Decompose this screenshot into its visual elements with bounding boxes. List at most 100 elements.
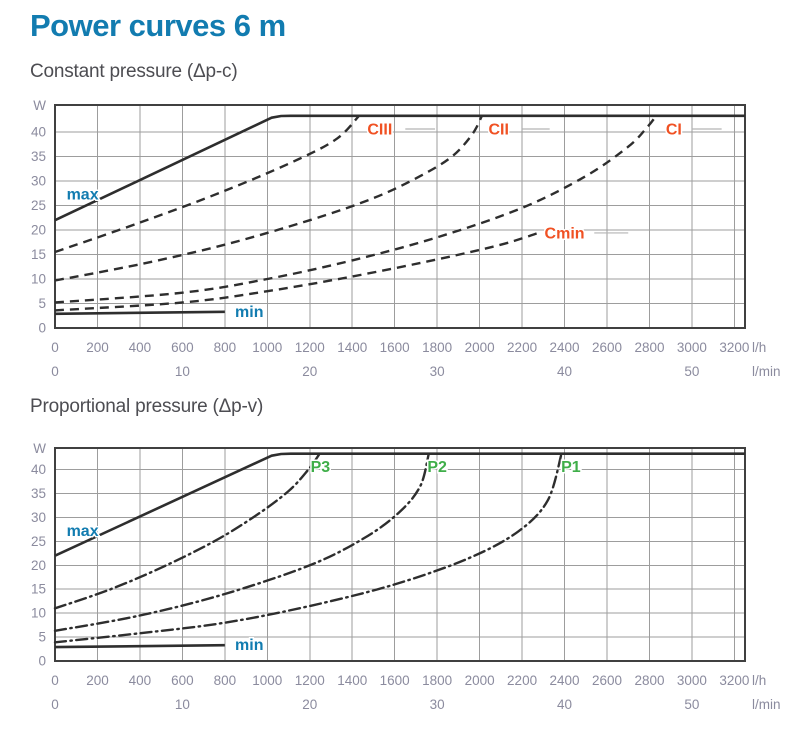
curve-min <box>54 310 225 316</box>
x-tick-label-lh: 600 <box>171 673 194 688</box>
x-tick-label-lmin: 20 <box>302 364 317 379</box>
gridlines <box>54 448 745 662</box>
x-tick-label-lh: 200 <box>86 673 109 688</box>
curve-label-P3: P3 <box>311 459 331 476</box>
chart-subtitle-constant-pressure: Constant pressure (Δp-c) <box>30 61 238 82</box>
y-tick-label: 35 <box>31 486 46 501</box>
x-tick-label-lh: 2800 <box>634 673 664 688</box>
x-tick-label-lh: 2200 <box>507 673 537 688</box>
y-tick-label: 0 <box>38 654 46 669</box>
x-tick-label-lh: 1000 <box>252 673 282 688</box>
x-tick-label-lh: 2600 <box>592 673 622 688</box>
x-tick-label-lh: 1600 <box>380 673 410 688</box>
curve-min <box>54 643 225 649</box>
x-tick-label-lmin: 10 <box>175 364 190 379</box>
y-tick-label: 30 <box>31 173 46 188</box>
y-tick-label: 15 <box>31 582 46 597</box>
plot-frame <box>54 104 746 329</box>
curve-label-P1: P1 <box>561 459 581 476</box>
curve-label-Cmin: Cmin <box>545 225 585 242</box>
curve-max <box>54 114 745 222</box>
y-axis-unit: W <box>33 441 46 456</box>
y-tick-label: 5 <box>38 630 46 645</box>
curve-CIII <box>54 115 360 254</box>
x-axis-unit-lh: l/h <box>752 340 766 355</box>
y-tick-label: 25 <box>31 198 46 213</box>
y-tick-label: 25 <box>31 534 46 549</box>
plot-frame <box>54 447 746 662</box>
x-tick-label-lmin: 0 <box>51 364 59 379</box>
x-tick-label-lh: 2800 <box>634 340 664 355</box>
x-tick-label-lh: 1200 <box>295 673 325 688</box>
x-tick-label-lh: 1400 <box>337 673 367 688</box>
x-tick-label-lmin: 30 <box>430 364 445 379</box>
y-tick-label: 35 <box>31 149 46 164</box>
y-tick-label: 20 <box>31 558 46 573</box>
curve-label-CII: CII <box>488 122 508 139</box>
x-tick-label-lh: 3200 <box>719 673 749 688</box>
x-tick-label-lh: 1000 <box>252 340 282 355</box>
y-axis-unit: W <box>33 98 46 113</box>
x-tick-label-lh: 1600 <box>380 340 410 355</box>
curve-label-max: max <box>67 523 99 540</box>
chart-subtitle-proportional-pressure: Proportional pressure (Δp-v) <box>30 396 264 417</box>
x-tick-label-lmin: 50 <box>684 697 699 712</box>
x-tick-label-lmin: 0 <box>51 697 59 712</box>
curve-P3 <box>53 453 321 610</box>
x-tick-label-lh: 400 <box>129 673 152 688</box>
x-tick-label-lh: 1200 <box>295 340 325 355</box>
x-tick-label-lh: 800 <box>214 340 237 355</box>
x-tick-label-lmin: 10 <box>175 697 190 712</box>
curve-CI <box>54 115 657 304</box>
y-tick-label: 40 <box>31 124 46 139</box>
y-tick-label: 40 <box>31 462 46 477</box>
x-tick-label-lh: 600 <box>171 340 194 355</box>
x-tick-label-lmin: 50 <box>684 364 699 379</box>
x-tick-label-lh: 3200 <box>719 340 749 355</box>
x-tick-label-lh: 1800 <box>422 340 452 355</box>
page-title: Power curves 6 m <box>30 8 286 43</box>
x-axis-unit-lmin: l/min <box>752 364 781 379</box>
curve-label-min: min <box>235 637 263 654</box>
curve-label-CI: CI <box>666 122 682 139</box>
x-tick-label-lh: 2000 <box>465 673 495 688</box>
x-tick-label-lh: 2000 <box>465 340 495 355</box>
x-tick-label-lh: 1400 <box>337 340 367 355</box>
y-tick-label: 15 <box>31 247 46 262</box>
y-tick-label: 10 <box>31 271 46 286</box>
x-tick-label-lmin: 20 <box>302 697 317 712</box>
x-tick-label-lh: 3000 <box>677 340 707 355</box>
y-axis-labels: W 0 5 10 15 20 25 30 35 40 <box>31 98 46 336</box>
x-tick-label-lh: 2600 <box>592 340 622 355</box>
curve-max <box>54 452 745 557</box>
x-tick-label-lh: 0 <box>51 673 59 688</box>
curve-P2 <box>53 453 430 632</box>
curve-Cmin <box>54 232 538 312</box>
y-tick-label: 20 <box>31 222 46 237</box>
curve-label-CIII: CIII <box>367 122 392 139</box>
x-axis-labels: 0 200 400 600 800 1000 1200 1400 1600 1800 2000 220… <box>51 340 780 379</box>
x-tick-label-lmin: 30 <box>430 697 445 712</box>
x-tick-label-lh: 1800 <box>422 673 452 688</box>
x-tick-label-lh: 200 <box>86 340 109 355</box>
x-axis-labels: 0 200 400 600 800 1000 1200 1400 1600 1800 2000 220… <box>51 673 780 712</box>
curve-label-max: max <box>67 187 99 204</box>
x-tick-label-lh: 3000 <box>677 673 707 688</box>
x-tick-label-lh: 2200 <box>507 340 537 355</box>
y-tick-label: 0 <box>38 321 46 336</box>
x-tick-label-lh: 2400 <box>550 673 580 688</box>
curve-P1 <box>53 453 563 644</box>
x-tick-label-lh: 400 <box>129 340 152 355</box>
x-tick-label-lh: 800 <box>214 673 237 688</box>
x-tick-label-lh: 0 <box>51 340 59 355</box>
x-tick-label-lmin: 40 <box>557 697 572 712</box>
y-tick-label: 30 <box>31 510 46 525</box>
x-tick-label-lmin: 40 <box>557 364 572 379</box>
y-tick-label: 5 <box>38 296 46 311</box>
curve-label-P2: P2 <box>427 459 447 476</box>
x-tick-label-lh: 2400 <box>550 340 580 355</box>
x-axis-unit-lh: l/h <box>752 673 766 688</box>
